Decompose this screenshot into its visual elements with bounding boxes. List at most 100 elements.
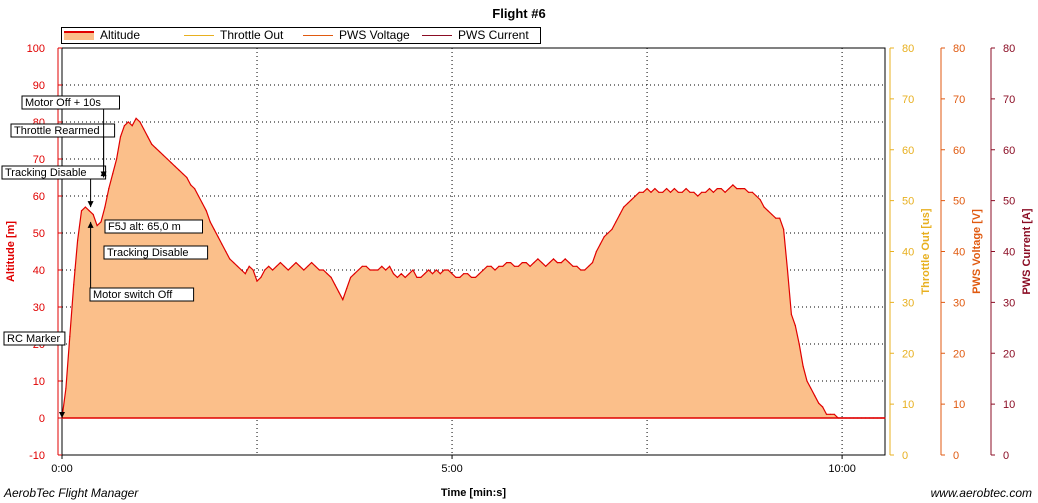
data-point-altitude (802, 365, 804, 367)
data-point-altitude (123, 125, 125, 127)
data-point-altitude (470, 276, 473, 278)
data-point-altitude (342, 299, 344, 301)
data-point-altitude (158, 151, 161, 153)
x-axis-title: Time [min:s] (441, 487, 507, 499)
data-point-altitude (537, 258, 539, 260)
data-point-altitude (451, 273, 453, 275)
data-point-altitude (389, 265, 391, 267)
data-point-altitude (260, 276, 262, 278)
data-point-altitude (435, 269, 437, 271)
data-point-altitude (771, 213, 773, 216)
data-point-altitude (751, 191, 754, 193)
data-point-altitude (775, 217, 777, 219)
data-point-altitude (73, 284, 75, 286)
annotation-box (3, 331, 66, 346)
data-point-altitude (790, 313, 793, 315)
data-point-altitude (810, 387, 812, 389)
data-point-altitude (701, 191, 703, 193)
data-point-altitude (662, 191, 664, 193)
data-point-altitude (627, 202, 629, 204)
data-point-altitude (96, 225, 98, 227)
tick-label-voltage: 0 (953, 450, 959, 462)
annotation-label: RC Marker (7, 333, 61, 345)
data-point-altitude (502, 265, 504, 267)
data-point-altitude (139, 121, 141, 123)
tick-label-altitude: 50 (33, 228, 45, 240)
legend-item-throttle: Throttle Out (184, 28, 283, 43)
data-point-altitude (268, 265, 270, 267)
data-point-altitude (147, 136, 149, 138)
tick-label-x: 0:00 (51, 463, 72, 475)
data-point-altitude (65, 387, 67, 389)
data-point-altitude (658, 191, 660, 193)
annotation-label: F5J alt: 65,0 m (108, 221, 181, 233)
data-point-altitude (338, 291, 340, 293)
data-point-altitude (728, 188, 730, 190)
data-point-altitude (283, 265, 285, 267)
data-point-altitude (463, 273, 465, 275)
plot-layer (61, 117, 886, 419)
data-point-altitude (170, 162, 172, 164)
data-point-altitude (346, 287, 348, 290)
data-point-altitude (560, 262, 562, 264)
legend-item-altitude: Altitude (64, 28, 140, 43)
tick-label-throttle: 50 (902, 196, 914, 208)
data-point-altitude (299, 265, 301, 267)
tick-label-altitude: 90 (33, 80, 45, 92)
annotation-box (89, 287, 195, 302)
data-point-altitude (564, 258, 566, 260)
data-point-altitude (572, 265, 574, 267)
data-point-altitude (396, 276, 398, 278)
legend-swatch-current (422, 35, 452, 37)
data-point-altitude (806, 380, 808, 382)
annotation-box (103, 245, 209, 260)
data-point-altitude (69, 336, 71, 338)
data-point-altitude (439, 273, 441, 275)
tick-label-x: 5:00 (441, 463, 462, 475)
data-point-altitude (467, 273, 469, 275)
annotation-box (10, 123, 116, 138)
legend-item-voltage: PWS Voltage (303, 28, 410, 43)
annotation-label: Motor switch Off (93, 289, 173, 301)
legend-label-voltage: PWS Voltage (339, 28, 410, 42)
data-point-altitude (209, 221, 211, 223)
data-point-altitude (424, 273, 426, 275)
data-point-altitude (767, 210, 769, 212)
data-point-altitude (549, 262, 551, 264)
tick-label-current: 60 (1003, 145, 1015, 157)
tick-label-altitude: 30 (33, 302, 45, 314)
data-point-altitude (740, 188, 742, 190)
data-point-altitude (264, 269, 266, 271)
data-point-altitude (759, 199, 761, 201)
y-axis-title-voltage: PWS Voltage [V] (971, 209, 983, 294)
data-point-altitude (275, 265, 278, 267)
data-point-altitude (330, 276, 332, 278)
data-point-altitude (248, 265, 250, 267)
data-point-altitude (377, 269, 379, 271)
data-point-altitude (685, 188, 687, 190)
data-point-altitude (619, 213, 621, 216)
data-point-altitude (506, 262, 508, 264)
data-point-altitude (381, 265, 383, 267)
data-point-altitude (217, 236, 219, 238)
data-point-altitude (623, 206, 625, 208)
series-line-altitude (61, 117, 885, 419)
data-point-altitude (638, 191, 640, 193)
data-point-altitude (677, 191, 679, 193)
data-point-altitude (552, 258, 555, 260)
data-point-altitude (630, 199, 633, 201)
data-point-altitude (412, 269, 414, 271)
data-point-altitude (240, 269, 242, 271)
data-point-altitude (666, 188, 668, 190)
data-point-altitude (112, 173, 114, 175)
annotation: F5J alt: 65,0 m (104, 219, 203, 234)
tick-label-x: 10:00 (828, 463, 856, 475)
legend-label-throttle: Throttle Out (220, 28, 284, 42)
data-point-altitude (221, 243, 223, 245)
data-point-altitude (119, 136, 122, 138)
tick-label-voltage: 60 (953, 145, 965, 157)
data-point-altitude (459, 276, 461, 278)
annotation-label: Motor Off + 10s (25, 97, 101, 109)
tick-label-altitude: -10 (29, 450, 45, 462)
annotation: RC Marker (3, 331, 66, 418)
